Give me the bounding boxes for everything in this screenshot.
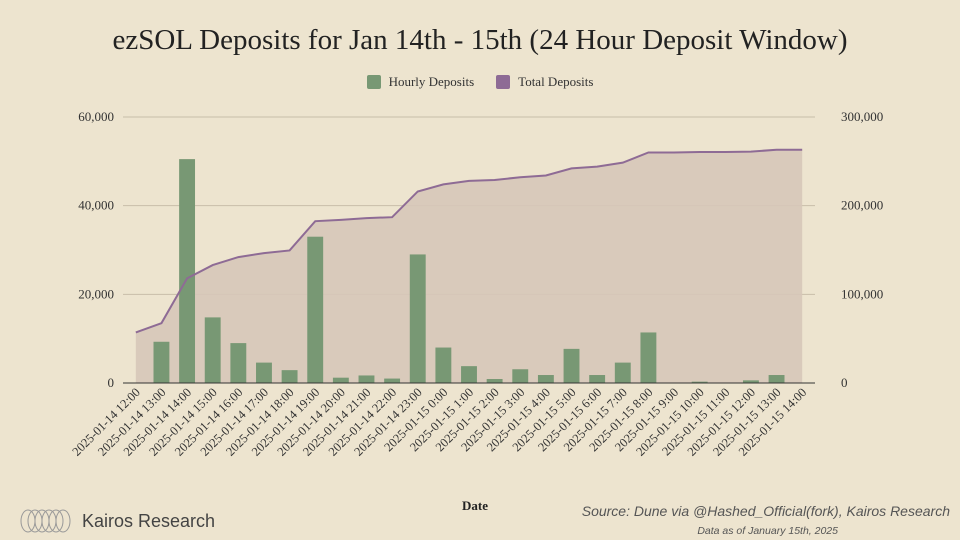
x-axis-label: Date	[462, 498, 488, 513]
bar-hourly-deposits	[153, 341, 170, 383]
bar-hourly-deposits	[691, 381, 708, 383]
bar-hourly-deposits	[384, 378, 401, 383]
bar-hourly-deposits	[409, 254, 426, 383]
bar-hourly-deposits	[358, 375, 375, 383]
chart-title: ezSOL Deposits for Jan 14th - 15th (24 H…	[112, 24, 848, 56]
brand-name: Kairos Research	[82, 510, 216, 531]
bar-hourly-deposits	[589, 375, 606, 383]
total-deposits-area	[135, 149, 803, 383]
bar-hourly-deposits	[461, 366, 477, 383]
legend: Hourly Deposits Total Deposits	[0, 74, 960, 90]
y2-tick-label: 200,000	[841, 198, 883, 213]
legend-label-hourly: Hourly Deposits	[388, 74, 475, 89]
as-of-note: Data as of January 15th, 2025	[697, 525, 838, 537]
bar-hourly-deposits	[768, 375, 785, 383]
y2-tick-label: 300,000	[841, 109, 883, 124]
y2-tick-label: 100,000	[841, 286, 883, 301]
y-tick-label: 0	[108, 375, 115, 390]
bar-hourly-deposits	[230, 343, 247, 383]
y-tick-label: 60,000	[78, 109, 114, 124]
bar-hourly-deposits	[204, 317, 221, 383]
bar-hourly-deposits	[435, 347, 452, 383]
legend-swatch-total	[496, 75, 511, 89]
bar-hourly-deposits	[640, 332, 657, 383]
total-deposits-line	[135, 148, 803, 334]
total-area	[135, 149, 803, 383]
bar-hourly-deposits	[281, 370, 298, 383]
legend-swatch-hourly	[366, 75, 381, 89]
legend-item-hourly[interactable]: Hourly Deposits	[366, 74, 475, 90]
legend-label-total: Total Deposits	[518, 74, 594, 89]
kairos-logo-icon	[20, 509, 71, 533]
bar-hourly-deposits	[486, 379, 503, 383]
bar-hourly-deposits	[614, 362, 631, 383]
bar-hourly-deposits	[537, 375, 554, 383]
bar-hourly-deposits	[332, 377, 349, 383]
y-tick-label: 20,000	[78, 286, 114, 301]
bar-hourly-deposits	[742, 380, 759, 383]
y-tick-label: 40,000	[78, 198, 114, 213]
bars	[153, 159, 785, 384]
bar-hourly-deposits	[179, 159, 196, 383]
y2-tick-label: 0	[841, 375, 848, 390]
legend-item-total[interactable]: Total Deposits	[496, 74, 593, 90]
total-line	[135, 148, 803, 334]
axes: 0 0 20,000 100,000 40,000 200,000 60,000 300,00…	[69, 109, 883, 459]
bar-hourly-deposits	[512, 369, 529, 383]
brand: Kairos Research	[18, 508, 215, 534]
source-note: Source: Dune via @Hashed_Official(fork),…	[581, 503, 950, 519]
bar-hourly-deposits	[256, 362, 272, 383]
bar-hourly-deposits	[563, 348, 580, 383]
bar-hourly-deposits	[307, 236, 324, 383]
